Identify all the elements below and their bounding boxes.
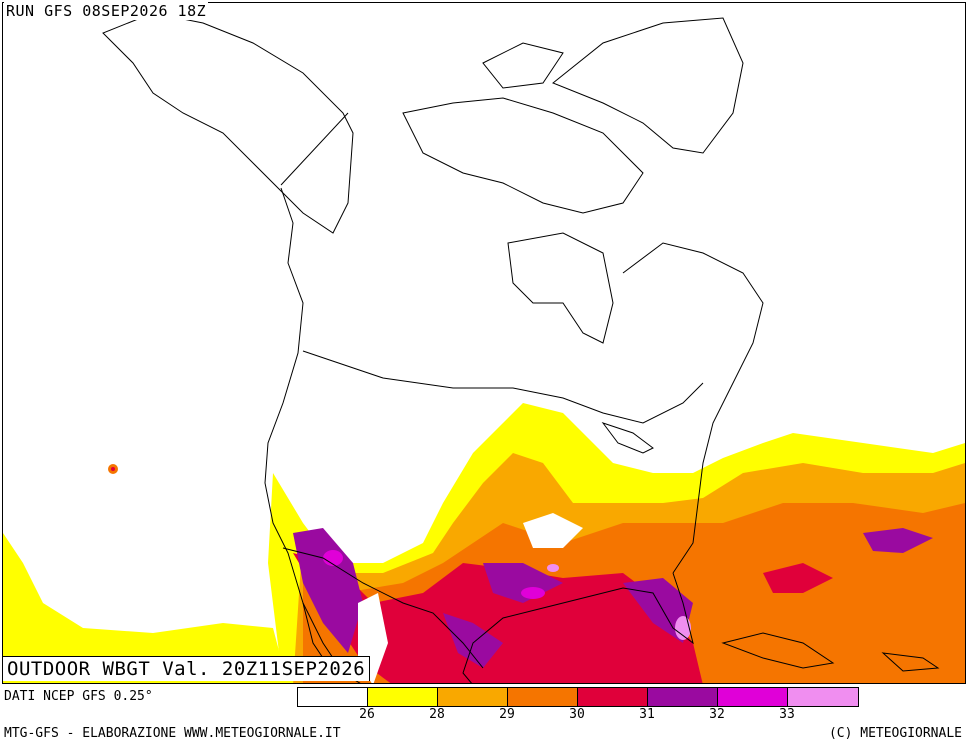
alaska-canada-border: [280, 112, 349, 186]
legend-swatch: [438, 688, 508, 706]
wbgt-zone-purple-2: [443, 613, 503, 668]
legend-tick-label: 28: [429, 707, 445, 722]
wbgt-zone-magenta: [323, 550, 343, 566]
legend-tick-label: 32: [709, 707, 725, 722]
map-canvas: [3, 12, 965, 683]
data-source-label: DATI NCEP GFS 0.25°: [4, 689, 153, 704]
legend-swatch: [788, 688, 858, 706]
pacific-coast: [264, 187, 361, 683]
gulf-coast: [462, 572, 694, 683]
great-lakes: [601, 422, 654, 454]
legend-swatch: [508, 688, 578, 706]
legend-tick-label: 26: [359, 707, 375, 722]
legend-swatch: [368, 688, 438, 706]
wbgt-zone-yellow-pacific: [3, 533, 288, 683]
arctic-islands: [402, 97, 644, 214]
hudson-bay: [507, 232, 614, 344]
legend-swatch: [298, 688, 368, 706]
legend-tick-label: 31: [639, 707, 655, 722]
wbgt-zone-purple-5: [863, 528, 933, 553]
forecast-map: [2, 2, 966, 684]
wbgt-zone-magenta-2: [521, 587, 545, 599]
wbgt-zone-white: [523, 513, 583, 548]
alaska-coast: [102, 12, 354, 234]
legend-swatch: [578, 688, 648, 706]
footer-credit: MTG-GFS - ELABORAZIONE WWW.METEOGIORNALE…: [4, 726, 341, 741]
coastlines: [102, 12, 940, 683]
product-title: OUTDOOR WBGT Val. 20Z11SEP2026: [3, 656, 371, 681]
legend-tick-label: 29: [499, 707, 515, 722]
greenland-coast: [552, 17, 744, 154]
legend-tick-label: 30: [569, 707, 585, 722]
legend-tick-label: 33: [779, 707, 795, 722]
caribbean-islands: [721, 632, 835, 669]
run-title: RUN GFS 08SEP2026 18Z: [4, 2, 209, 20]
footer-copyright: (C) METEOGIORNALE: [828, 726, 962, 741]
legend-swatch: [718, 688, 788, 706]
wbgt-zone-pink: [675, 616, 691, 640]
wbgt-zone-red-atlantic: [763, 563, 833, 593]
wbgt-zone-purple: [293, 528, 363, 653]
wbgt-zone-pink-2: [547, 564, 559, 572]
legend-swatch: [648, 688, 718, 706]
color-legend: [297, 687, 859, 707]
us-mexico-border: [282, 547, 484, 669]
wbgt-field: [3, 403, 965, 683]
east-coast: [622, 242, 764, 574]
wbgt-zone-red: [293, 553, 703, 683]
us-canada-border: [302, 350, 704, 424]
